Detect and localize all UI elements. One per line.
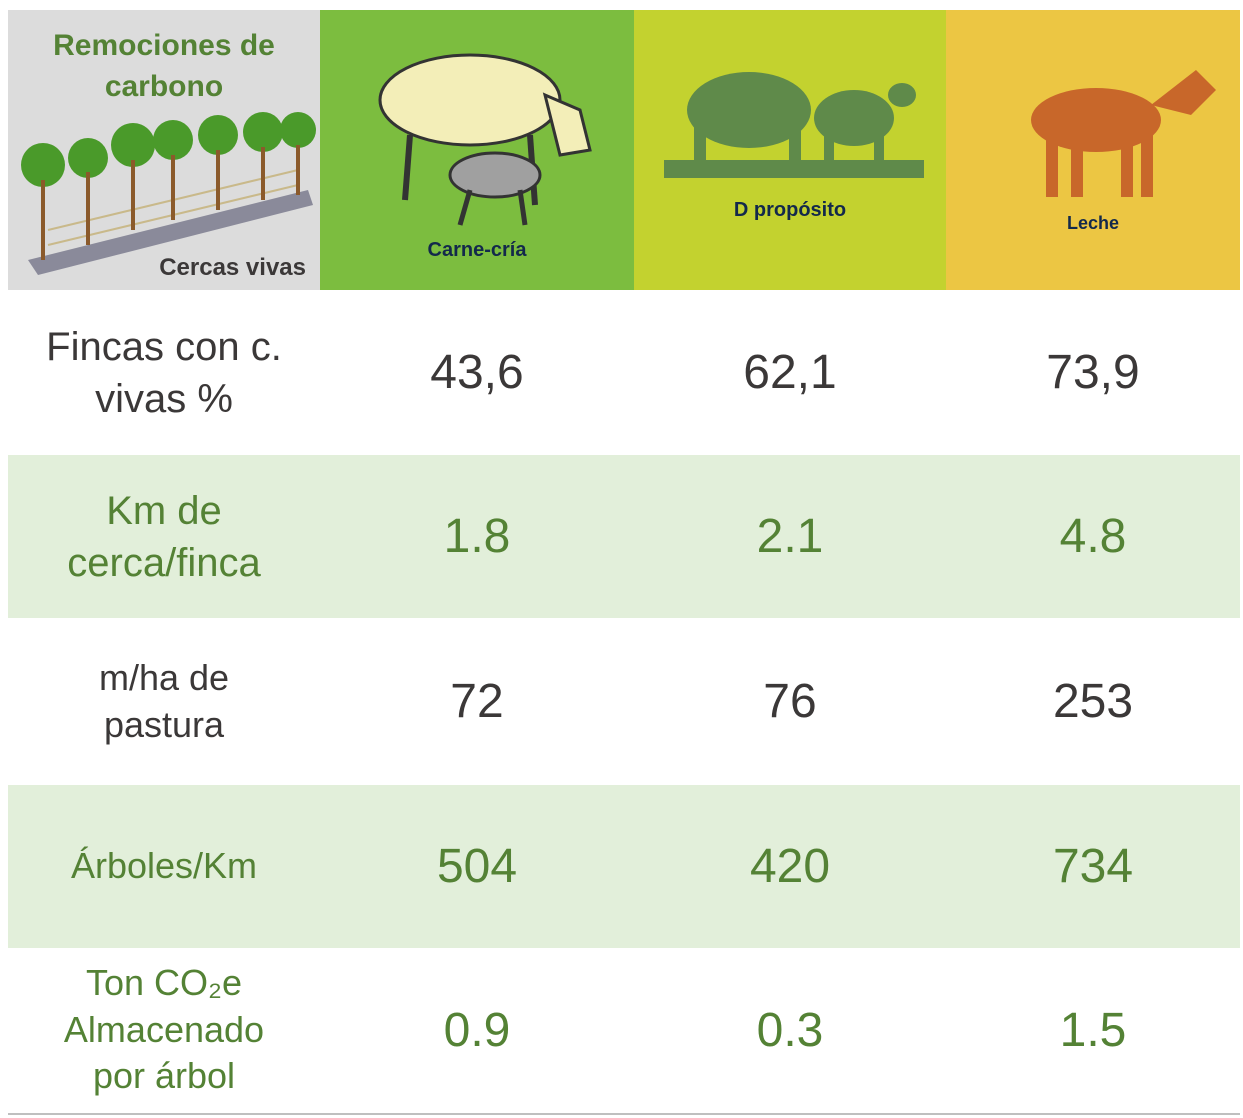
cell-value: 62,1 <box>743 346 837 399</box>
cow-illustration <box>1031 70 1216 197</box>
row-label: Ton CO₂e Almacenado por árbol <box>63 961 265 1097</box>
row-label: Árboles/Km <box>70 845 258 887</box>
cell-value: 0.3 <box>756 1003 824 1057</box>
row-label: Km de cerca/finca <box>67 488 261 585</box>
cell-value: 2.1 <box>756 510 824 563</box>
cell-value: 1.8 <box>443 510 511 563</box>
cell-value: 253 <box>1052 675 1134 728</box>
header-cell: D propósito <box>634 10 946 290</box>
cell-value: 72 <box>450 675 504 728</box>
trees-illustration <box>21 112 316 275</box>
bottom-rule <box>8 1113 1240 1115</box>
row-band <box>8 455 1240 618</box>
cell-value: 4.8 <box>1059 510 1127 563</box>
column-header: Carne-cría <box>427 239 527 261</box>
cell-value: 1.5 <box>1059 1003 1127 1057</box>
cell-value: 0.9 <box>443 1003 511 1057</box>
cell-value: 43,6 <box>430 346 524 399</box>
cell-value: 734 <box>1052 840 1134 893</box>
cell-value: 420 <box>749 840 831 893</box>
header-cell: Leche <box>946 10 1240 290</box>
row-label: Fincas con c. vivas % <box>46 324 282 421</box>
cow-illustration <box>378 53 592 226</box>
column-header: D propósito <box>733 199 847 221</box>
header-cell: Carne-cría <box>320 10 634 290</box>
cell-value: 73,9 <box>1046 346 1140 399</box>
row-label: m/ha de pastura <box>98 656 230 745</box>
header-caption: Cercas vivas <box>159 254 306 281</box>
cattle-silhouette <box>664 72 924 178</box>
column-header: Leche <box>1066 213 1120 233</box>
header-title: Remociones de carbono <box>53 29 275 103</box>
row-band <box>8 785 1240 948</box>
cell-value: 504 <box>436 840 518 893</box>
cell-value: 76 <box>763 675 817 728</box>
header-cell-title: Remociones de carbono Cercas vivas <box>8 10 320 290</box>
